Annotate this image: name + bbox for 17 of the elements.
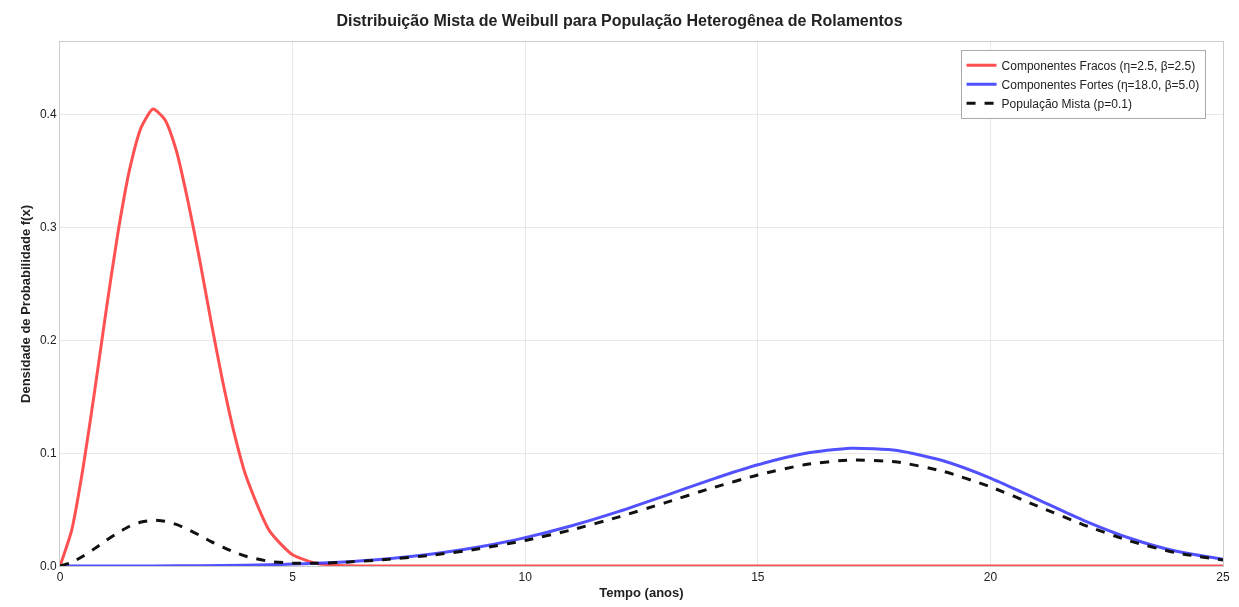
y-tick-label: 0.3 (39, 220, 57, 235)
legend-label: Componentes Fracos (η=2.5, β=2.5) (1001, 59, 1196, 74)
x-tick-label: 15 (751, 570, 765, 585)
legend-label: População Mista (p=0.1) (1001, 97, 1132, 112)
x-tick-label: 25 (1216, 570, 1230, 585)
x-tick-label: 5 (289, 570, 297, 585)
x-tick-label: 20 (983, 570, 998, 585)
y-axis-title: Densidade de Probabilidade f(x) (17, 205, 33, 403)
chart-title: Distribuição Mista de Weibull para População Heterogênea de Rolamentos (336, 12, 903, 30)
y-tick-label: 0.4 (39, 107, 57, 122)
y-tick-label: 0.2 (39, 333, 57, 348)
x-tick-label: 0 (56, 570, 64, 585)
x-tick-label: 10 (518, 570, 533, 585)
y-tick-label: 0.1 (39, 446, 57, 461)
y-tick-label: 0.0 (39, 559, 57, 574)
legend-label: Componentes Fortes (η=18.0, β=5.0) (1001, 78, 1200, 93)
x-axis-title: Tempo (anos) (599, 585, 684, 600)
